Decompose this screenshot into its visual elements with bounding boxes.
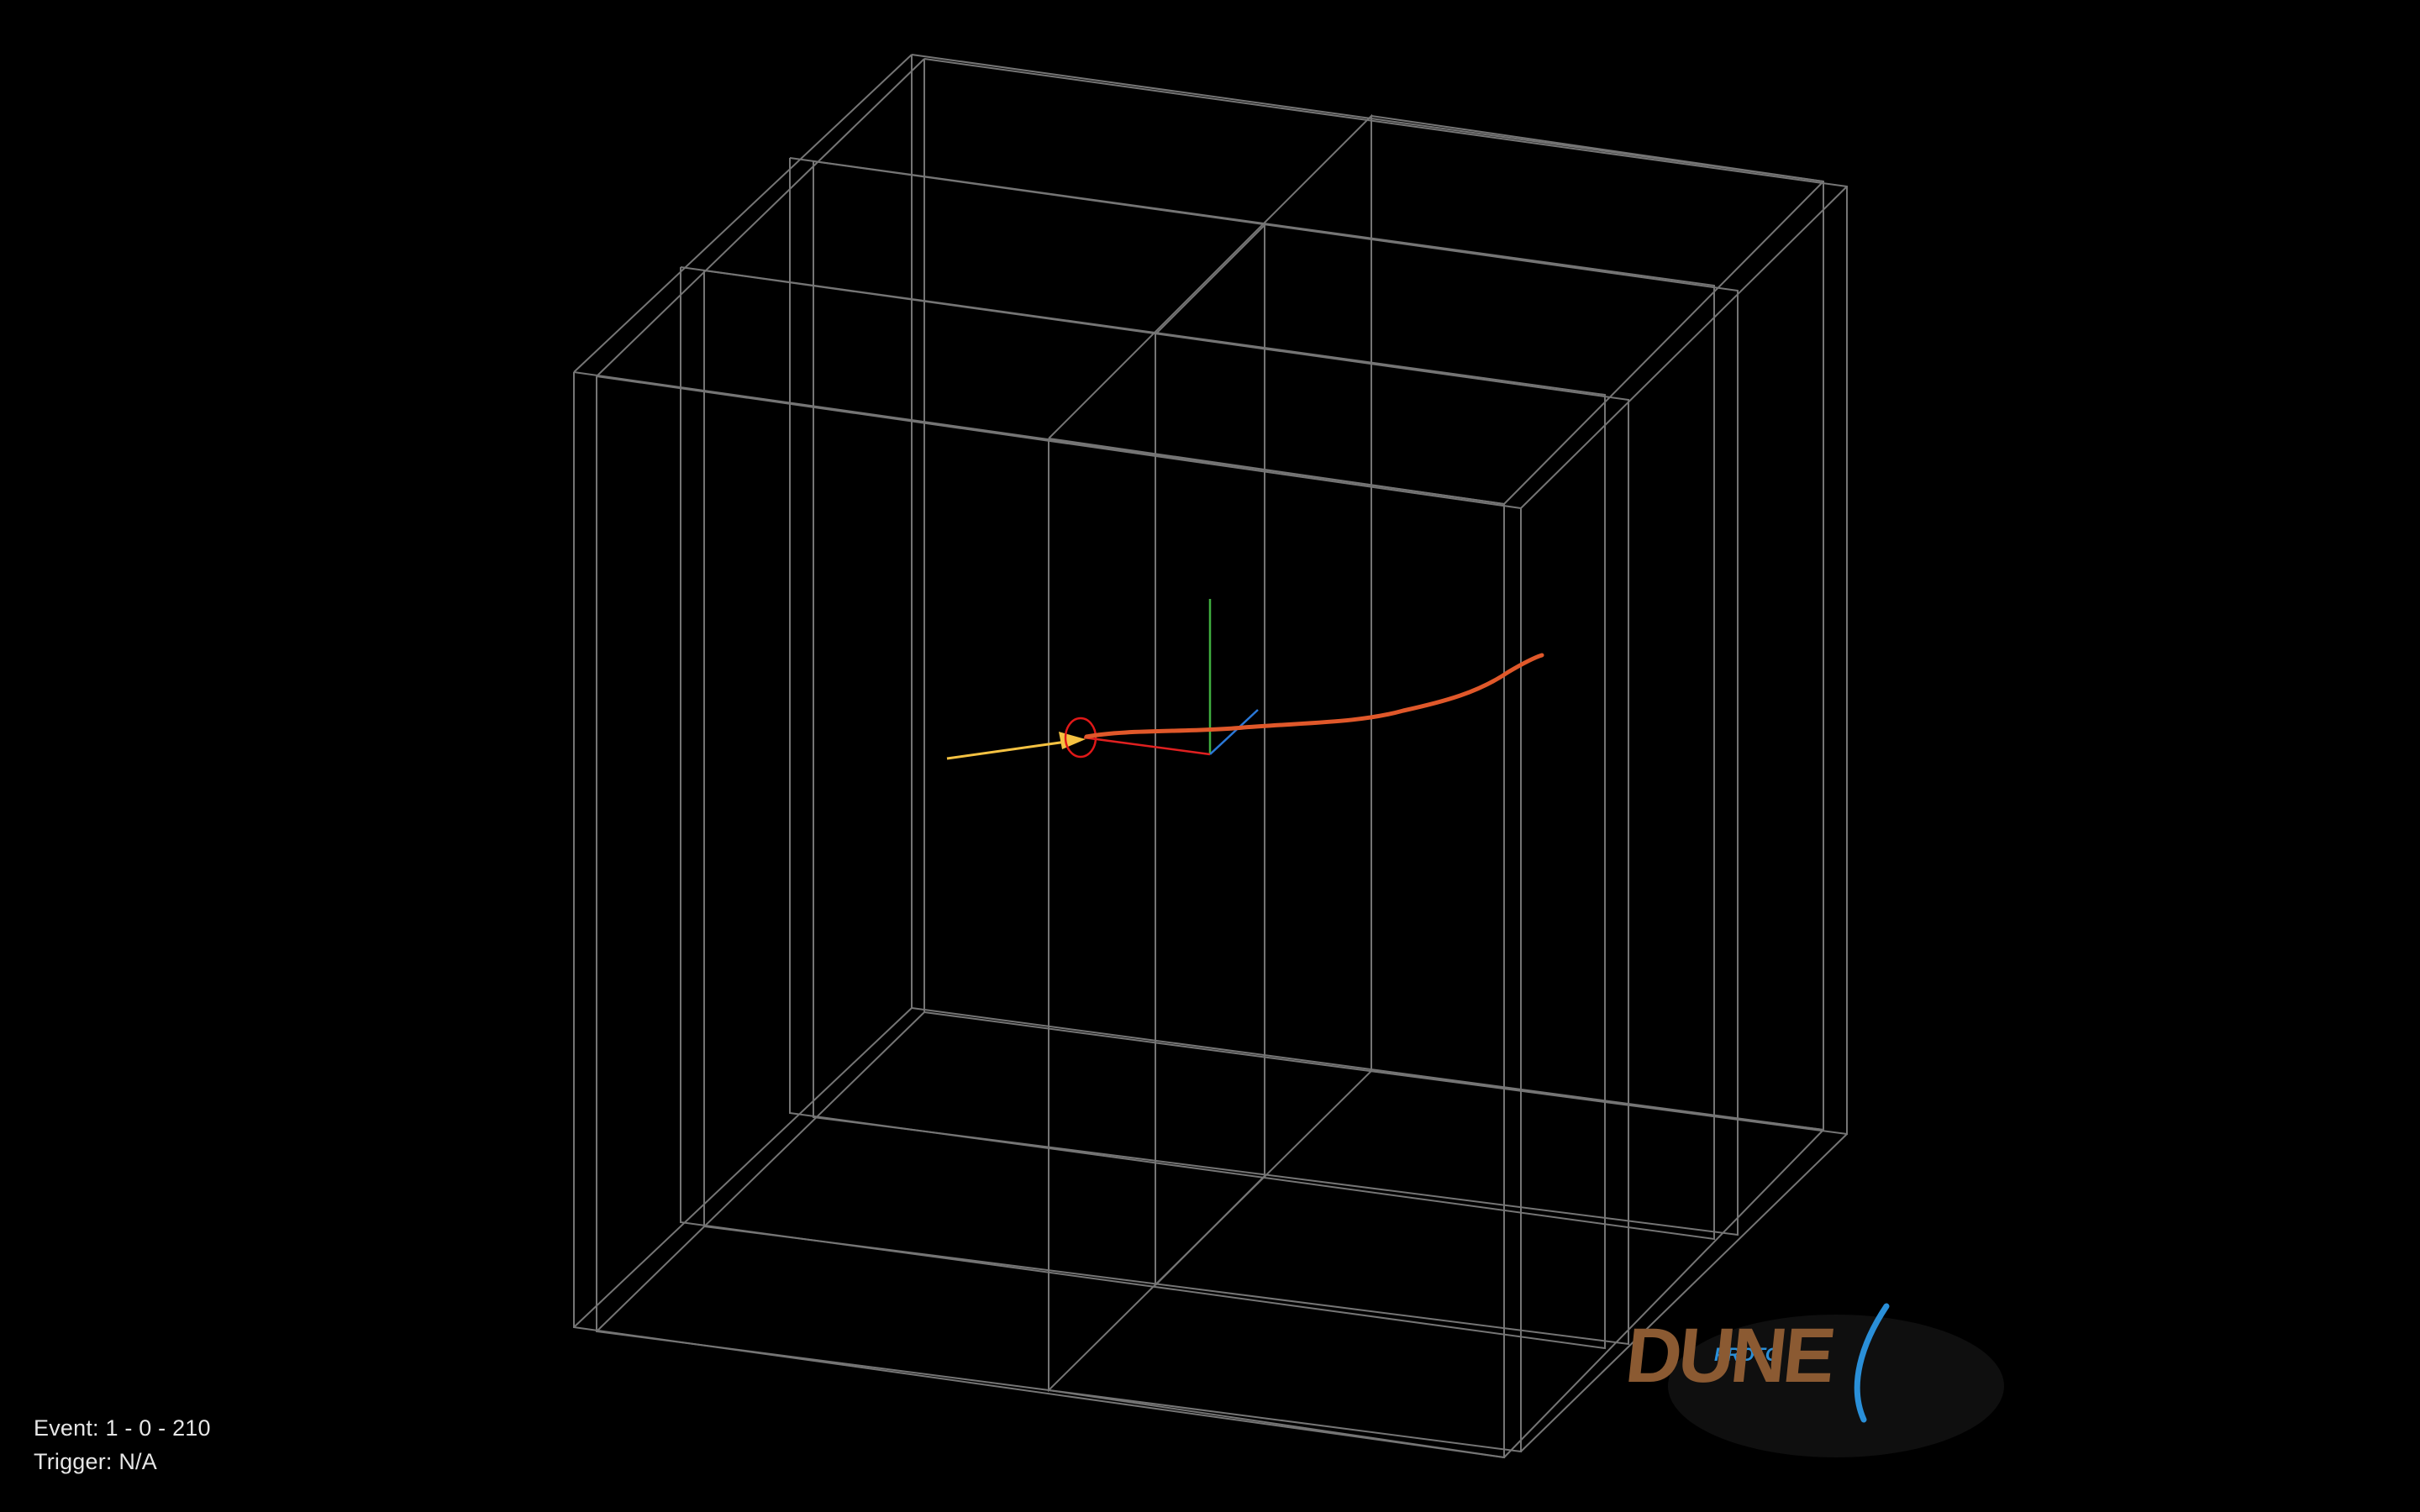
detector-wireframe (573, 54, 1848, 1459)
trigger-label: Trigger: (34, 1449, 113, 1474)
logo-swoosh (1854, 1303, 1890, 1423)
logo-name: DUNE (1622, 1311, 1837, 1399)
axis-z (1209, 709, 1259, 755)
reconstructed-track[interactable] (1084, 653, 1544, 739)
event-value: 1 - 0 - 210 (105, 1415, 211, 1441)
protodune-logo: PROTO DUNE (1622, 1303, 2004, 1457)
logo-prefix: PROTO (1714, 1344, 1780, 1365)
trigger-value: N/A (118, 1449, 157, 1474)
event-info: Event: 1 - 0 - 210 (34, 1411, 211, 1445)
vertex-marker[interactable] (1064, 717, 1097, 759)
logo-shadow (1668, 1315, 2004, 1457)
event-label: Event: (34, 1415, 99, 1441)
axis-x (1083, 736, 1211, 756)
trigger-info: Trigger: N/A (34, 1445, 157, 1478)
